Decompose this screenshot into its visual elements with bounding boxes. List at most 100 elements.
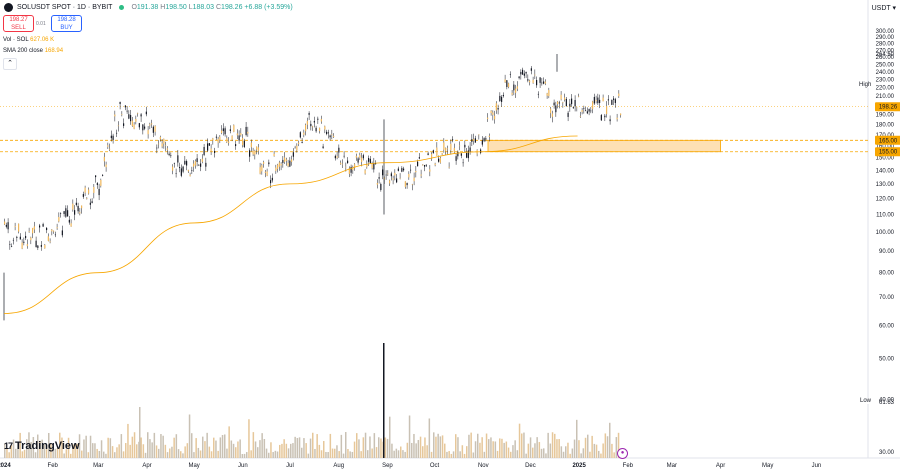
volume-bar [571, 448, 574, 458]
candle-body [355, 155, 357, 158]
candle-body [357, 158, 359, 163]
candle-body [131, 120, 133, 127]
volume-bar [525, 453, 527, 458]
volume-bar [281, 443, 283, 458]
volume-bar [611, 443, 613, 458]
volume-bar [171, 446, 173, 458]
volume-bar [490, 437, 492, 458]
candle-body [593, 96, 595, 104]
time-tick-label: Oct [430, 463, 440, 469]
price-tick-label: 80.00 [879, 271, 895, 277]
candle-body [222, 128, 224, 132]
volume-bar [573, 439, 576, 458]
candle-body [399, 178, 401, 179]
target-icon[interactable]: ● [617, 448, 628, 459]
volume-bar [274, 450, 277, 458]
volume-bar [428, 418, 431, 458]
volume-bar [248, 419, 250, 458]
volume-bar [177, 449, 180, 458]
candle-body [308, 113, 310, 115]
volume-bar [402, 450, 404, 458]
volume-bar [61, 437, 63, 458]
volume-bar [516, 450, 519, 458]
candle-body [175, 173, 177, 174]
candle-body [578, 96, 580, 97]
candle-body [518, 76, 520, 79]
candle-body [572, 107, 574, 109]
price-tick-label: 220.00 [876, 86, 895, 92]
candle-body [193, 163, 195, 167]
time-tick-label: Jun [238, 463, 248, 469]
candle-body [177, 155, 179, 163]
volume-bar [202, 436, 204, 458]
currency-selector[interactable]: USDT ▾ [871, 5, 896, 12]
price-tick-label: 190.00 [876, 113, 895, 119]
candle-body [168, 153, 170, 156]
volume-bar [94, 443, 96, 458]
candle-body [228, 141, 230, 143]
volume-bar [270, 442, 272, 458]
volume-bar [540, 448, 543, 458]
candle-body [613, 98, 615, 100]
volume-bar [122, 451, 125, 458]
volume-bar [386, 438, 389, 458]
volume-bar [345, 432, 347, 458]
price-tick-label: 280.00 [876, 42, 895, 48]
candle-body [350, 166, 352, 173]
volume-bar [301, 447, 303, 458]
volume-bar [547, 432, 549, 458]
candle-body [305, 124, 307, 132]
volume-bar [595, 444, 598, 458]
low-value: 61.63 [879, 400, 895, 406]
sell-button[interactable]: 198.27 SELL [3, 15, 34, 32]
ohlc-values: O191.38 H198.50 L188.03 C198.26 +6.88 (+… [131, 4, 293, 11]
volume-bar [378, 437, 380, 458]
volume-bar [19, 432, 21, 458]
candle-body [81, 205, 83, 209]
candle-body [205, 162, 207, 167]
candle-body [173, 162, 175, 164]
volume-bar [63, 453, 65, 458]
buy-button[interactable]: 198.28 BUY [51, 15, 82, 32]
collapse-legend-button[interactable]: ⌃ [3, 58, 17, 70]
volume-bar [72, 444, 74, 458]
candle-body [387, 173, 389, 175]
volume-bar [413, 433, 415, 458]
symbol-title[interactable]: SOLUSDT SPOT · 1D · BYBIT [17, 4, 113, 11]
candle-body [233, 125, 235, 132]
candle-body [515, 88, 517, 93]
sma-indicator-legend[interactable]: SMA 200 close 168.94 [3, 48, 64, 54]
candle-body [567, 112, 569, 117]
candle-body [266, 171, 268, 176]
volume-indicator-legend[interactable]: Vol · SOL 627.06 K [3, 37, 55, 43]
candle-body [144, 126, 146, 129]
candle-body [25, 235, 27, 239]
volume-bar [204, 441, 206, 458]
candle-body [315, 127, 317, 132]
volume-bar [294, 436, 296, 458]
candle-body [509, 73, 511, 75]
tradingview-logo[interactable]: 17 TradingView [4, 440, 80, 452]
candle-body [221, 130, 223, 133]
candle-body [93, 186, 95, 193]
candle-body [564, 97, 566, 100]
time-tick-label: May [188, 463, 199, 469]
candle-body [499, 95, 501, 101]
candle-body [245, 126, 247, 135]
volume-bar [371, 448, 373, 458]
candle-body [98, 188, 100, 196]
volume-bar [23, 449, 26, 458]
candle-body [275, 167, 277, 171]
candle-body [411, 184, 413, 185]
price-tick-label: 130.00 [876, 182, 895, 188]
volume-bar [384, 437, 387, 458]
candle-body [42, 224, 44, 227]
candle-body [298, 142, 300, 144]
volume-bar [411, 442, 413, 458]
candle-body [4, 221, 6, 225]
volume-bar [527, 443, 530, 458]
volume-bar [173, 437, 175, 458]
candle-body [396, 178, 398, 183]
volume-bar [307, 453, 310, 458]
